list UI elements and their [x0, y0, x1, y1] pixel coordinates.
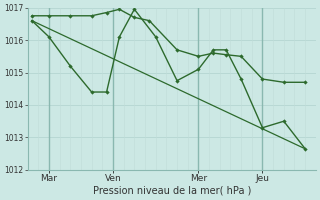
X-axis label: Pression niveau de la mer( hPa ): Pression niveau de la mer( hPa ): [92, 186, 251, 196]
